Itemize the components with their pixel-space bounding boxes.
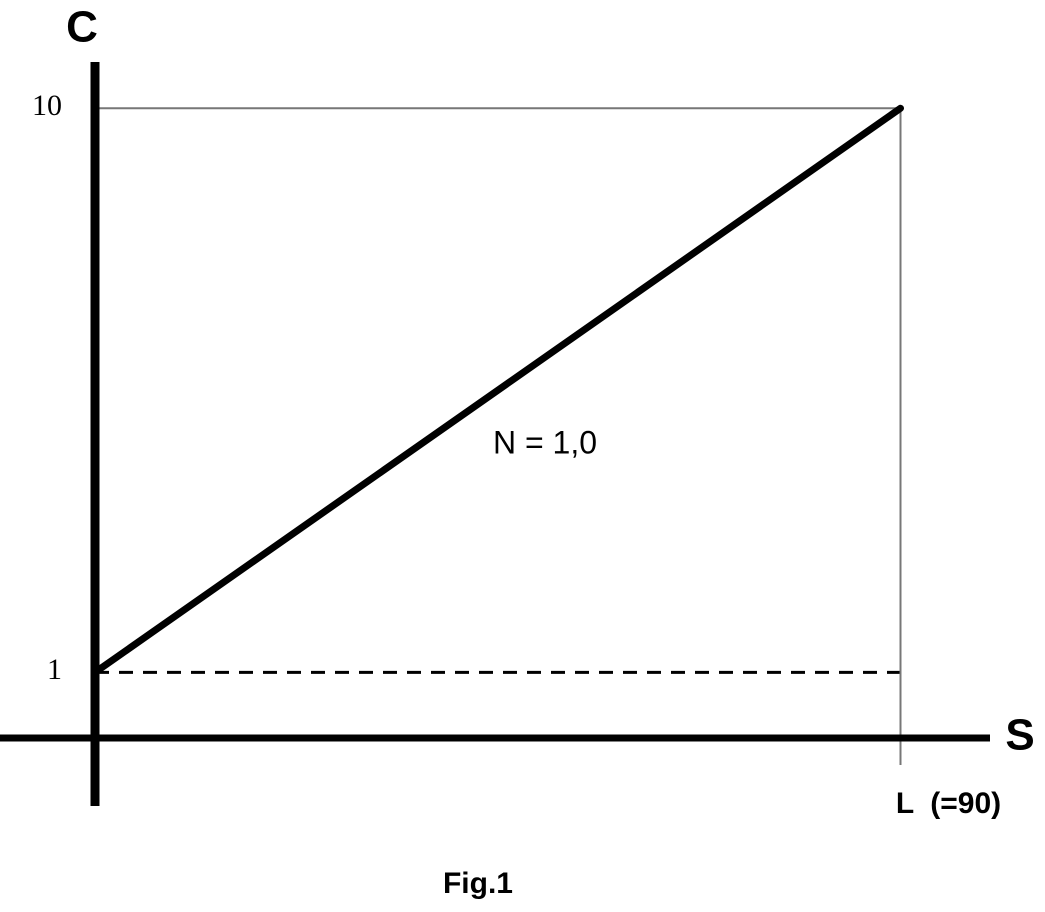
y-tick-label: 10 (32, 89, 62, 122)
y-tick-label: 1 (47, 653, 62, 686)
caption: Fig.1 (443, 867, 513, 900)
data-line (91, 104, 904, 676)
x-tick-label: L (=90) (896, 787, 1001, 820)
x-axis-label: S (1005, 711, 1034, 760)
annotation: N = 1,0 (493, 424, 597, 460)
y-axis-label: C (66, 3, 98, 52)
